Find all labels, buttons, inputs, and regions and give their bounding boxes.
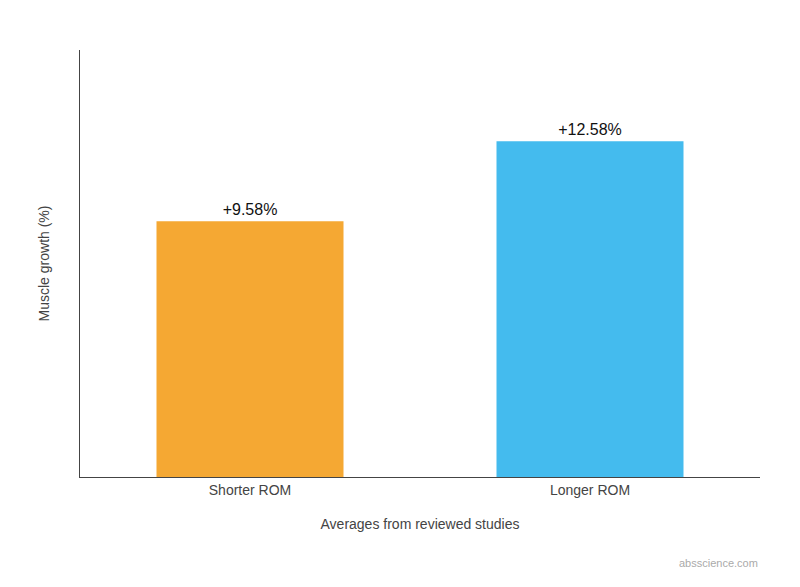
- svg-text:Longer ROM: Longer ROM: [550, 482, 630, 498]
- svg-text:Shorter ROM: Shorter ROM: [209, 482, 291, 498]
- svg-text:Averages from reviewed studies: Averages from reviewed studies: [321, 516, 520, 532]
- svg-text:+12.58%: +12.58%: [558, 121, 622, 138]
- svg-text:Muscle growth (%): Muscle growth (%): [36, 206, 52, 322]
- svg-text:+9.58%: +9.58%: [223, 201, 278, 218]
- svg-text:absscience.com: absscience.com: [679, 557, 758, 569]
